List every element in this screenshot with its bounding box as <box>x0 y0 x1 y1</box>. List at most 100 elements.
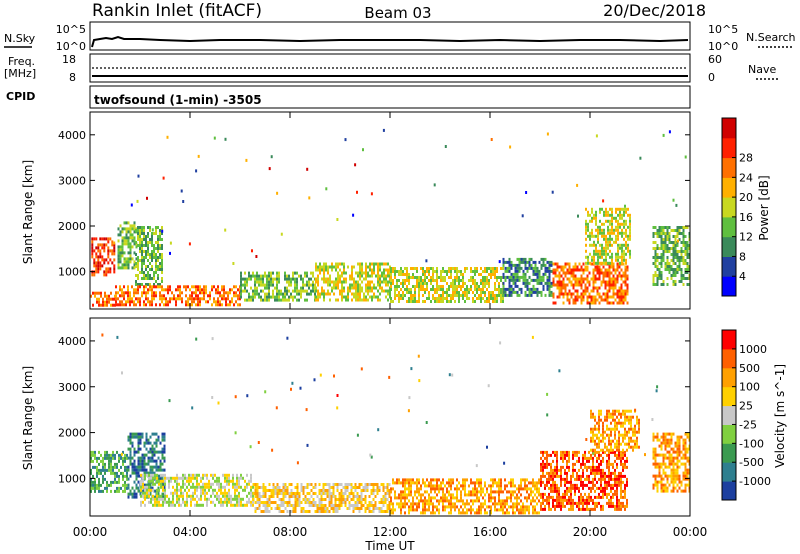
range-cell <box>546 278 549 282</box>
range-cell <box>438 297 440 300</box>
range-cell <box>588 498 590 502</box>
range-cell <box>244 485 246 489</box>
range-cell <box>538 278 541 282</box>
range-cell <box>366 504 369 507</box>
range-cell <box>131 236 134 240</box>
range-cell <box>609 237 611 241</box>
range-cell <box>139 229 141 232</box>
range-cell <box>193 291 195 295</box>
range-cell <box>224 497 226 501</box>
range-cell <box>147 459 150 463</box>
range-cell <box>544 269 547 273</box>
range-cell <box>161 297 163 301</box>
range-cell <box>367 292 369 296</box>
range-cell <box>182 479 184 483</box>
range-cell <box>129 462 132 466</box>
range-cell <box>118 468 120 472</box>
range-cell <box>566 271 569 275</box>
range-cell <box>161 288 163 292</box>
range-cell <box>272 295 274 299</box>
range-cell <box>341 289 343 293</box>
range-cell <box>550 453 552 457</box>
range-cell <box>584 498 586 502</box>
range-cell <box>333 286 335 290</box>
range-cell <box>365 286 367 290</box>
range-cell <box>361 274 363 278</box>
range-cell <box>394 493 396 497</box>
range-cell <box>367 298 369 302</box>
range-cell <box>518 260 521 264</box>
range-cell <box>528 481 530 485</box>
range-cell <box>365 274 367 278</box>
range-cell <box>444 508 446 512</box>
colorbar-swatch <box>722 177 736 198</box>
range-cell <box>460 511 462 515</box>
y-tick-label: 1000 <box>58 266 86 279</box>
range-cell <box>456 273 458 276</box>
range-cell <box>374 504 377 507</box>
range-cell <box>226 491 228 495</box>
range-cell <box>510 505 512 509</box>
range-cell <box>410 508 412 512</box>
range-cell <box>278 274 280 278</box>
range-cell <box>678 280 681 283</box>
range-cell <box>576 265 579 269</box>
range-cell <box>151 241 153 244</box>
range-cell <box>654 226 657 229</box>
range-cell <box>100 483 102 487</box>
range-cell <box>314 492 317 495</box>
range-cell <box>310 495 313 498</box>
range-cell <box>589 213 591 217</box>
range-cell <box>652 235 655 238</box>
range-cell <box>125 233 128 237</box>
range-cell <box>586 498 588 502</box>
range-cell <box>248 292 250 296</box>
range-cell <box>228 479 230 483</box>
range-cell <box>480 502 482 506</box>
range-cell <box>591 216 593 220</box>
range-cell <box>282 495 285 498</box>
range-cell <box>359 268 361 272</box>
range-cell <box>580 498 582 502</box>
range-cell <box>672 268 675 271</box>
range-cell <box>500 291 502 294</box>
range-cell <box>468 279 470 282</box>
scatter-cell <box>276 191 279 195</box>
range-cell <box>126 468 128 472</box>
range-cell <box>145 285 147 289</box>
range-cell <box>548 290 551 294</box>
range-cell <box>426 285 428 288</box>
range-cell <box>609 207 611 211</box>
range-cell <box>480 291 482 294</box>
range-cell <box>133 263 136 267</box>
range-cell <box>605 219 607 223</box>
range-cell <box>278 486 281 489</box>
range-cell <box>654 256 657 259</box>
range-cell <box>394 288 396 291</box>
range-cell <box>321 289 323 293</box>
range-cell <box>147 247 149 250</box>
range-cell <box>135 229 137 232</box>
range-cell <box>576 471 578 475</box>
range-cell <box>155 444 158 448</box>
range-cell <box>234 485 236 489</box>
range-cell <box>203 297 205 301</box>
range-cell <box>354 495 357 498</box>
range-cell <box>140 479 142 483</box>
range-cell <box>355 298 357 302</box>
range-cell <box>133 471 136 475</box>
colorbar-tick-label: 4 <box>739 270 746 283</box>
range-cell <box>157 274 159 277</box>
range-cell <box>458 511 460 515</box>
range-cell <box>448 270 450 273</box>
range-cell <box>333 283 335 287</box>
range-cell <box>534 266 537 270</box>
range-cell <box>189 297 191 301</box>
range-cell <box>623 225 625 229</box>
range-cell <box>272 280 274 284</box>
range-cell <box>142 494 144 498</box>
scatter-cell <box>336 218 339 221</box>
range-cell <box>660 259 663 262</box>
range-cell <box>480 300 482 303</box>
range-cell <box>452 481 454 485</box>
